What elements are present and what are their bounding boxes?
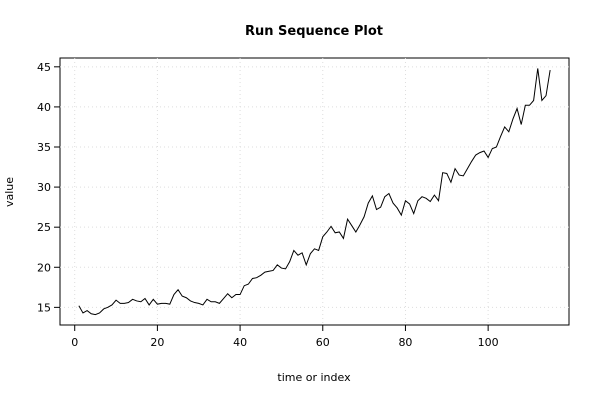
y-tick-label: 30 xyxy=(37,181,51,194)
y-tick-label: 20 xyxy=(37,261,51,274)
y-tick-label: 15 xyxy=(37,301,51,314)
x-tick-label: 20 xyxy=(150,336,164,349)
data-line xyxy=(78,68,551,316)
chart-title: Run Sequence Plot xyxy=(245,24,383,39)
y-axis-label: value xyxy=(3,177,16,207)
x-tick-label: 0 xyxy=(71,336,78,349)
plot-frame xyxy=(59,57,570,326)
y-tick-label: 45 xyxy=(37,61,51,74)
x-tick-label: 100 xyxy=(478,336,499,349)
x-axis-label: time or index xyxy=(277,371,351,384)
x-tick-label: 80 xyxy=(398,336,412,349)
y-tick-label: 40 xyxy=(37,101,51,114)
y-tick-label: 25 xyxy=(37,221,51,234)
x-tick-label: 40 xyxy=(233,336,247,349)
x-tick-label: 60 xyxy=(316,336,330,349)
y-tick-label: 35 xyxy=(37,141,51,154)
